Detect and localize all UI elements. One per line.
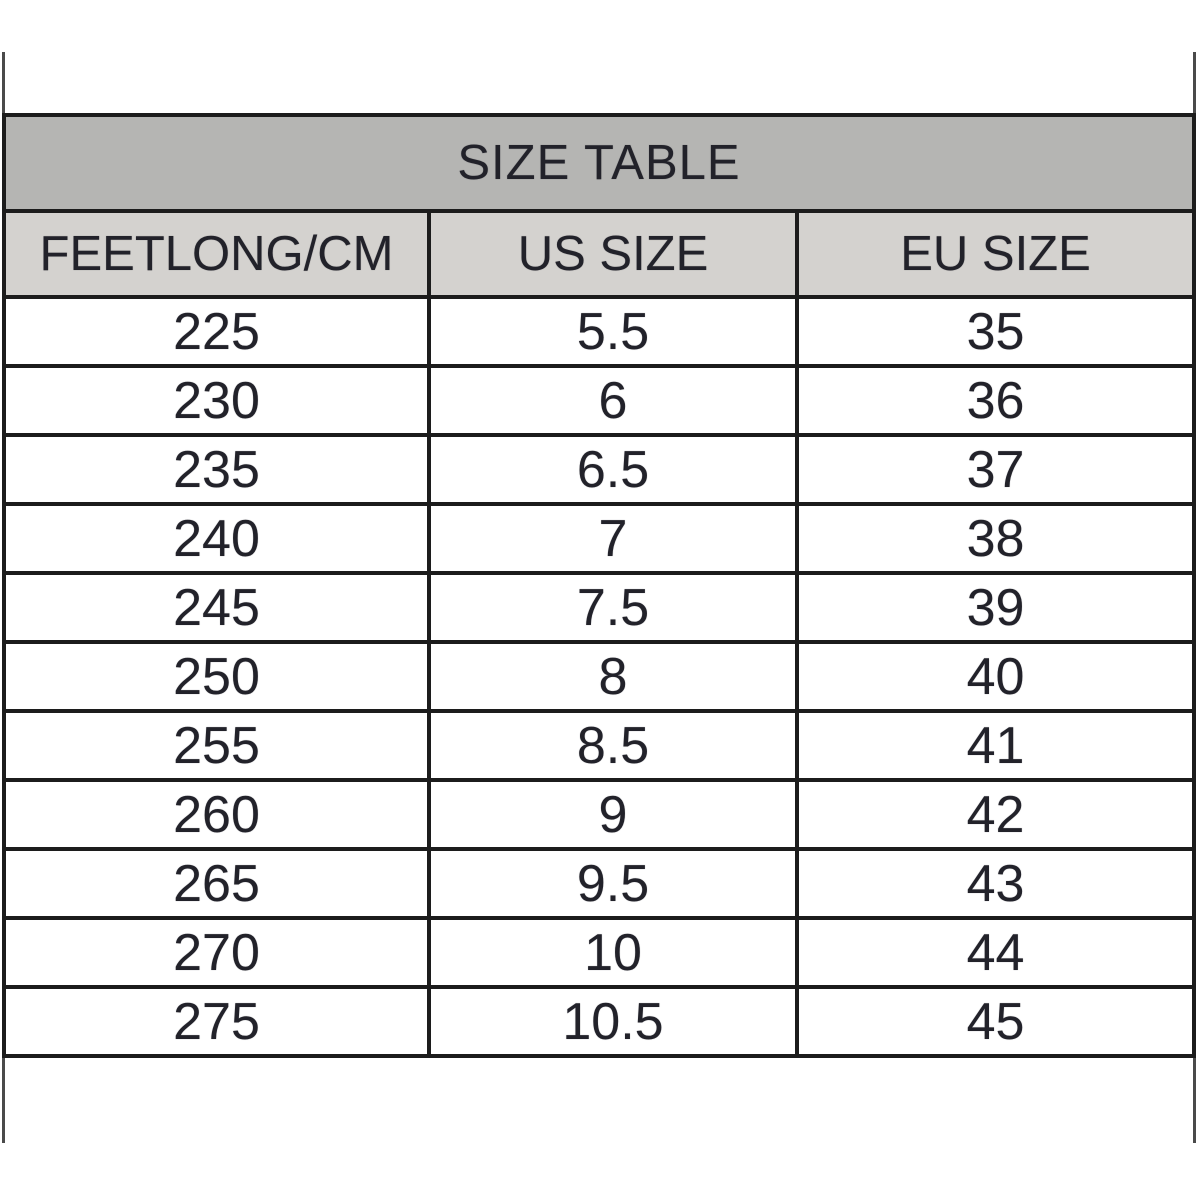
table-row: 230 6 36 bbox=[6, 368, 1192, 437]
cell-us-size: 9 bbox=[427, 782, 795, 847]
table-row: 240 7 38 bbox=[6, 506, 1192, 575]
cell-feetlong-cm: 225 bbox=[173, 302, 260, 361]
cell-eu-size: 43 bbox=[795, 851, 1192, 916]
size-rows: 225 5.5 35 230 6 36 235 6.5 37 240 7 38 … bbox=[6, 299, 1192, 1054]
cell-eu-size: 45 bbox=[795, 989, 1192, 1054]
cell-us-size: 6 bbox=[427, 368, 795, 433]
table-title-row: SIZE TABLE bbox=[6, 117, 1192, 213]
table-title: SIZE TABLE bbox=[457, 136, 741, 190]
cell-eu-size: 39 bbox=[795, 575, 1192, 640]
table-header-row: FEETLONG/CM US SIZE EU SIZE bbox=[6, 213, 1192, 299]
cell-eu-size: 44 bbox=[795, 920, 1192, 985]
header-feetlong-cm: FEETLONG/CM bbox=[39, 227, 394, 281]
cell-eu-size: 40 bbox=[795, 644, 1192, 709]
cell-feetlong-cm: 265 bbox=[173, 854, 260, 913]
cell-us-size: 5.5 bbox=[427, 299, 795, 364]
cell-feetlong-cm: 275 bbox=[173, 992, 260, 1051]
cell-eu-size: 41 bbox=[795, 713, 1192, 778]
cell-feetlong-cm: 270 bbox=[173, 923, 260, 982]
cell-feetlong-cm: 250 bbox=[173, 647, 260, 706]
cell-eu-size: 35 bbox=[795, 299, 1192, 364]
table-row: 245 7.5 39 bbox=[6, 575, 1192, 644]
cell-us-size: 10 bbox=[427, 920, 795, 985]
header-us-size: US SIZE bbox=[427, 213, 795, 295]
cell-us-size: 7.5 bbox=[427, 575, 795, 640]
cell-us-size: 6.5 bbox=[427, 437, 795, 502]
cell-us-size: 10.5 bbox=[427, 989, 795, 1054]
table-row: 275 10.5 45 bbox=[6, 989, 1192, 1054]
header-eu-size: EU SIZE bbox=[795, 213, 1192, 295]
cell-feetlong-cm: 260 bbox=[173, 785, 260, 844]
size-table: SIZE TABLE FEETLONG/CM US SIZE EU SIZE 2… bbox=[2, 113, 1196, 1058]
cell-us-size: 9.5 bbox=[427, 851, 795, 916]
table-row: 265 9.5 43 bbox=[6, 851, 1192, 920]
table-row: 270 10 44 bbox=[6, 920, 1192, 989]
cell-us-size: 8 bbox=[427, 644, 795, 709]
cell-eu-size: 37 bbox=[795, 437, 1192, 502]
table-row: 225 5.5 35 bbox=[6, 299, 1192, 368]
cell-us-size: 8.5 bbox=[427, 713, 795, 778]
cell-us-size: 7 bbox=[427, 506, 795, 571]
cell-feetlong-cm: 245 bbox=[173, 578, 260, 637]
cell-eu-size: 38 bbox=[795, 506, 1192, 571]
cell-feetlong-cm: 235 bbox=[173, 440, 260, 499]
cell-eu-size: 42 bbox=[795, 782, 1192, 847]
cell-feetlong-cm: 255 bbox=[173, 716, 260, 775]
cell-feetlong-cm: 230 bbox=[173, 371, 260, 430]
table-row: 255 8.5 41 bbox=[6, 713, 1192, 782]
table-row: 260 9 42 bbox=[6, 782, 1192, 851]
table-row: 235 6.5 37 bbox=[6, 437, 1192, 506]
cell-feetlong-cm: 240 bbox=[173, 509, 260, 568]
table-row: 250 8 40 bbox=[6, 644, 1192, 713]
cell-eu-size: 36 bbox=[795, 368, 1192, 433]
